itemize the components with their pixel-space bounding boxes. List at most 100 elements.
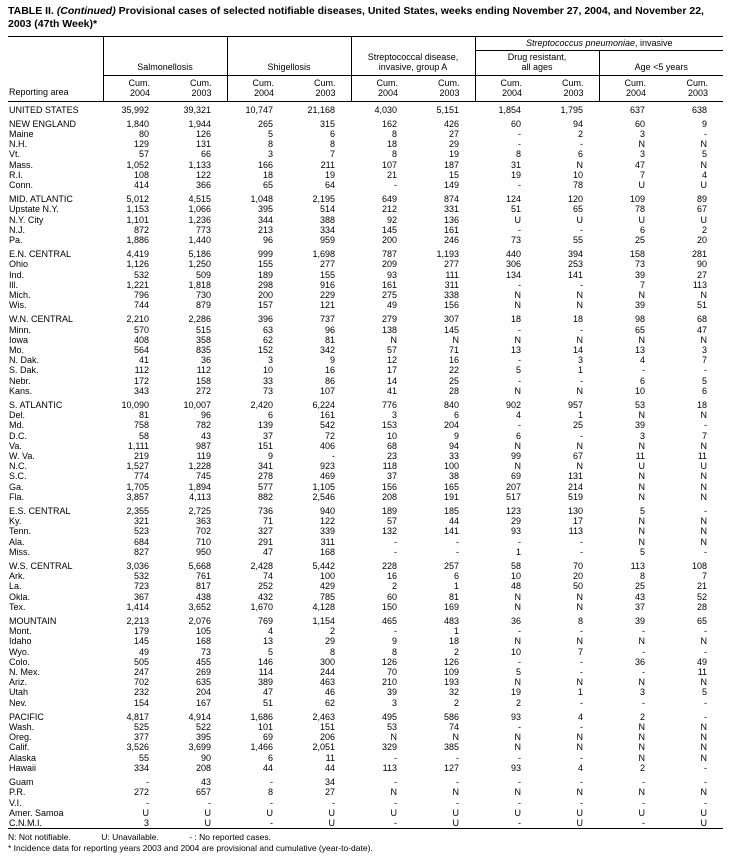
value-cell: 107 xyxy=(381,159,397,170)
value-cell: 1,795 xyxy=(560,104,583,115)
value-cell: 21,168 xyxy=(307,104,335,115)
value-cell: 1,944 xyxy=(188,118,211,129)
value-cell: U xyxy=(638,214,646,225)
value-cell: 782 xyxy=(195,420,211,431)
reporting-area-cell: Ky. xyxy=(9,516,22,527)
value-cell: 193 xyxy=(443,677,459,688)
value-cell: 60 xyxy=(510,118,521,129)
value-cell: 440 xyxy=(505,249,521,260)
value-cell: 9 xyxy=(267,451,273,461)
table-row: Kans. 343 272 73 107 41 28 N N 10 6 xyxy=(8,386,723,396)
value-cell: 25 xyxy=(634,234,645,245)
value-cell: U xyxy=(204,817,212,828)
value-cell: 17 xyxy=(572,516,583,527)
reporting-area-cell: Utah xyxy=(9,687,29,698)
value-cell: 204 xyxy=(195,687,211,698)
shigellosis-header: Shigellosis xyxy=(226,50,351,76)
table-row: Ind. 532 509 189 155 93 111 134 141 39 27 xyxy=(8,270,723,280)
value-cell: - xyxy=(394,817,397,828)
value-cell: - xyxy=(518,722,521,733)
reporting-area-cell: Mass. xyxy=(9,159,34,170)
value-cell: - xyxy=(518,536,521,547)
value-cell: 514 xyxy=(319,204,335,215)
value-cell: 570 xyxy=(133,324,149,335)
value-cell: N xyxy=(576,732,584,743)
value-cell: - xyxy=(704,797,708,808)
value-cell: 96 xyxy=(200,410,211,421)
value-cell: 7 xyxy=(639,279,645,290)
value-cell: 523 xyxy=(133,526,149,537)
value-cell: 189 xyxy=(381,506,397,517)
value-cell: 1 xyxy=(453,581,459,592)
value-cell: 39 xyxy=(386,687,397,698)
value-cell: - xyxy=(704,646,708,657)
reporting-area-cell: N. Mex. xyxy=(9,667,41,678)
value-cell: 1,052 xyxy=(126,159,149,170)
value-cell: 39 xyxy=(634,300,645,311)
footnote-legend: N: Not notifiable. U: Unavailable. - : N… xyxy=(8,832,723,843)
reporting-area-cell: Amer. Samoa xyxy=(9,807,64,818)
table-row: E.S. CENTRAL 2,355 2,725 736 940 189 185 123 130… xyxy=(8,506,723,516)
value-cell: 902 xyxy=(505,399,521,410)
value-cell: 6 xyxy=(267,410,273,421)
value-cell: N xyxy=(514,636,522,647)
value-cell: 342 xyxy=(319,344,335,355)
value-cell: N xyxy=(576,591,584,602)
value-cell: U xyxy=(452,817,460,828)
value-cell: 3,699 xyxy=(188,742,211,753)
value-cell: 11 xyxy=(697,667,708,678)
value-cell: 438 xyxy=(195,591,211,602)
cum-2003-header: Cum. 2003 xyxy=(537,75,599,102)
value-cell: - xyxy=(580,752,583,763)
value-cell: N xyxy=(452,787,460,798)
value-cell: N xyxy=(638,722,646,733)
value-cell: 18 xyxy=(262,169,273,180)
value-cell: 300 xyxy=(319,656,335,667)
value-cell: 1,705 xyxy=(126,481,149,492)
value-cell: N xyxy=(514,334,522,345)
value-cell: 23 xyxy=(386,451,397,461)
value-cell: 291 xyxy=(257,536,273,547)
reporting-area-cell: W. Va. xyxy=(9,451,35,461)
value-cell: 311 xyxy=(320,536,335,547)
reporting-area-cell: Md. xyxy=(9,420,25,431)
value-cell: 4 xyxy=(639,355,645,366)
value-cell: 68 xyxy=(697,314,708,325)
value-cell: 363 xyxy=(195,516,211,527)
value-cell: 1,698 xyxy=(312,249,335,260)
value-cell: 4 xyxy=(577,762,583,773)
reporting-area-cell: Minn. xyxy=(9,324,32,335)
value-cell: 11 xyxy=(635,451,645,461)
table-row: Tex. 1,414 3,652 1,670 4,128 150 169 N N 37 28 xyxy=(8,602,723,612)
value-cell: 817 xyxy=(195,581,211,592)
value-cell: 81 xyxy=(448,591,459,602)
table-row: W.S. CENTRAL 3,036 5,668 2,428 5,442 228 257 58… xyxy=(8,561,723,571)
value-cell: 532 xyxy=(133,571,149,582)
reporting-area-cell: Mo. xyxy=(9,344,25,355)
value-cell: 429 xyxy=(319,581,335,592)
value-cell: 16 xyxy=(386,571,397,582)
value-cell: 145 xyxy=(443,324,459,335)
value-cell: 272 xyxy=(195,385,211,396)
value-cell: 3 xyxy=(702,344,708,355)
reporting-area-cell: Alaska xyxy=(9,752,37,763)
value-cell: 109 xyxy=(629,194,645,205)
value-cell: U xyxy=(328,817,336,828)
value-cell: 156 xyxy=(381,481,397,492)
value-cell: 247 xyxy=(133,667,149,678)
value-cell: 162 xyxy=(381,118,397,129)
reporting-area-cell: Iowa xyxy=(9,334,29,345)
value-cell: 33 xyxy=(262,375,273,386)
value-cell: 787 xyxy=(381,249,397,260)
value-cell: U xyxy=(638,461,646,472)
value-cell: 130 xyxy=(567,506,583,517)
reporting-area-cell: E.S. CENTRAL xyxy=(9,506,71,517)
table-row: Nev. 154 167 51 62 3 2 2- - - xyxy=(8,698,723,708)
value-cell: 5,668 xyxy=(188,561,211,572)
value-cell: 1 xyxy=(577,365,583,376)
value-cell: 71 xyxy=(448,344,459,355)
value-cell: 827 xyxy=(133,546,149,557)
value-cell: 1,126 xyxy=(126,259,149,270)
table-row: MID. ATLANTIC 5,012 4,515 1,048 2,195 649 874 1… xyxy=(8,194,723,204)
value-cell: 638 xyxy=(692,104,708,115)
